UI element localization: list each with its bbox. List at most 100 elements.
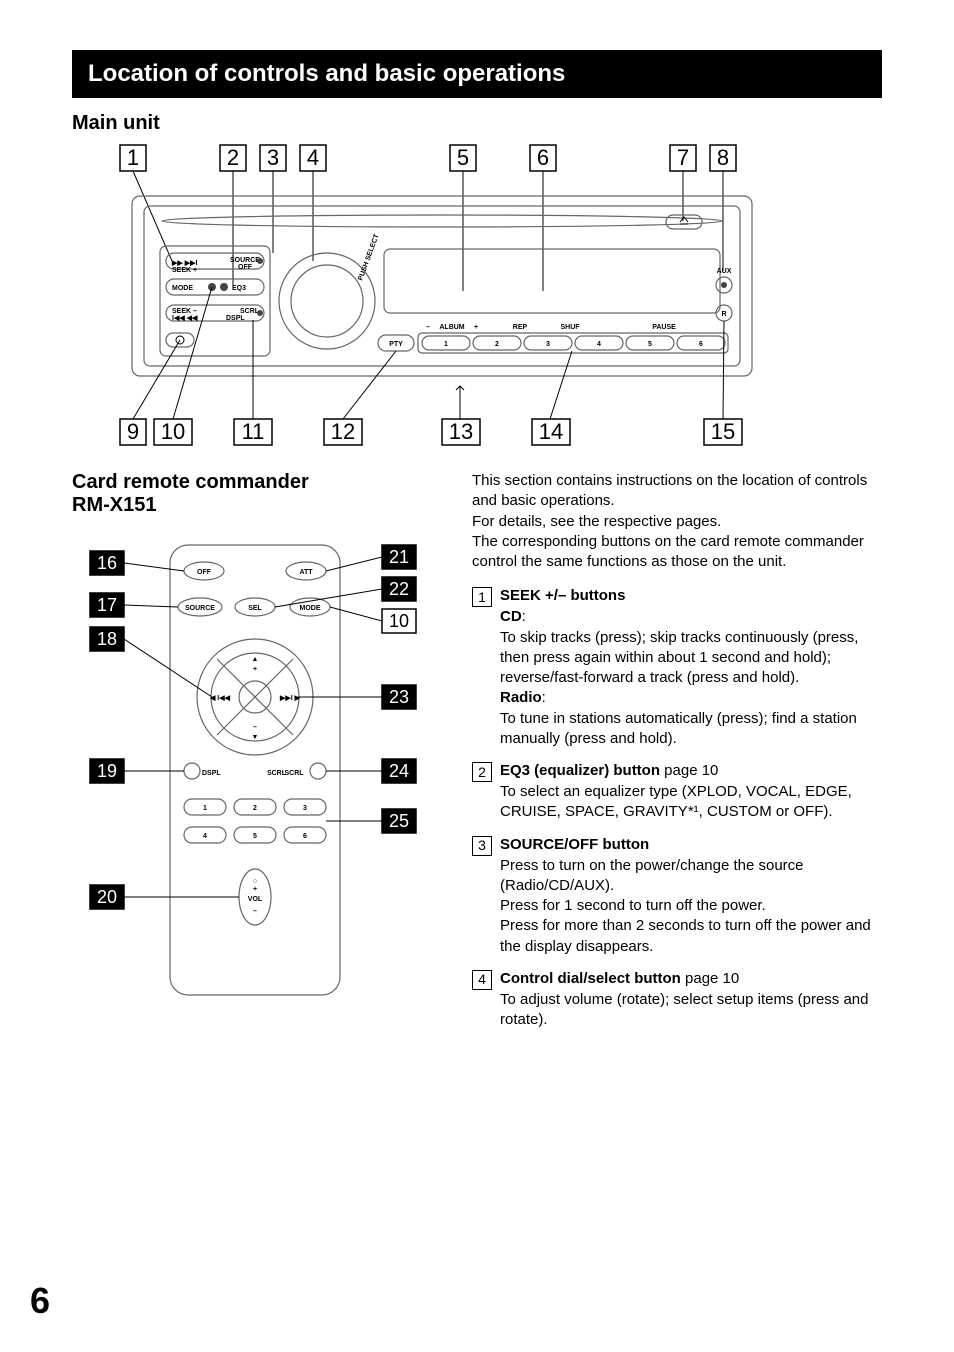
svg-text:SEL: SEL — [248, 605, 262, 612]
svg-text:3: 3 — [546, 341, 550, 348]
svg-text:6: 6 — [699, 341, 703, 348]
svg-text:OFF: OFF — [197, 569, 212, 576]
svg-text:15: 15 — [711, 419, 735, 444]
svg-text:5: 5 — [253, 833, 257, 840]
svg-text:ALBUM: ALBUM — [439, 324, 464, 331]
svg-text:DSPL: DSPL — [226, 315, 245, 322]
item-number-box: 3 — [472, 836, 492, 856]
svg-text:1: 1 — [127, 145, 139, 170]
svg-text:22: 22 — [389, 579, 409, 599]
svg-text:–: – — [426, 324, 430, 331]
svg-text:+: + — [253, 666, 257, 673]
item-title: Control dial/select button — [500, 970, 681, 987]
svg-text:I◀◀ ◀◀: I◀◀ ◀◀ — [172, 315, 198, 322]
svg-text:12: 12 — [331, 419, 355, 444]
svg-text:6: 6 — [537, 145, 549, 170]
item-number-box: 4 — [472, 970, 492, 990]
svg-text:AUX: AUX — [717, 268, 732, 275]
items-list: 1 SEEK +/– buttons CD:To skip tracks (pres… — [472, 586, 882, 1030]
svg-text:ATT: ATT — [299, 569, 313, 576]
svg-text:4: 4 — [307, 145, 319, 170]
svg-text:13: 13 — [449, 419, 473, 444]
svg-text:20: 20 — [97, 887, 117, 907]
svg-text:MODE: MODE — [300, 605, 321, 612]
remote-diagram: OFF ATT SOURCE SEL MODE ▲ + – ▼ ◀ I◀◀ ▶▶… — [72, 527, 432, 1007]
svg-text:24: 24 — [389, 761, 409, 781]
svg-text:SCRL: SCRL — [240, 308, 260, 315]
svg-text:2: 2 — [253, 805, 257, 812]
svg-text:9: 9 — [127, 419, 139, 444]
svg-text:1: 1 — [203, 805, 207, 812]
svg-text:4: 4 — [597, 341, 601, 348]
svg-text:16: 16 — [97, 553, 117, 573]
svg-text:4: 4 — [203, 833, 207, 840]
section-header: Location of controls and basic operation… — [72, 50, 882, 98]
svg-text:SOURCE: SOURCE — [230, 257, 260, 264]
item-title: SEEK +/– buttons — [500, 587, 625, 604]
svg-text:11: 11 — [242, 419, 265, 444]
svg-text:3: 3 — [267, 145, 279, 170]
svg-text:REP: REP — [513, 324, 528, 331]
svg-text:▶▶ ▶▶I: ▶▶ ▶▶I — [171, 260, 197, 267]
svg-text:23: 23 — [389, 687, 409, 707]
svg-text:2: 2 — [227, 145, 239, 170]
item-title: SOURCE/OFF button — [500, 836, 649, 853]
svg-text:7: 7 — [677, 145, 689, 170]
item-number-box: 2 — [472, 762, 492, 782]
svg-text:SHUF: SHUF — [560, 324, 580, 331]
svg-text:OFF: OFF — [238, 264, 253, 271]
svg-text:5: 5 — [648, 341, 652, 348]
svg-text:17: 17 — [97, 595, 117, 615]
svg-text:–: – — [253, 724, 257, 731]
item-body: CD:To skip tracks (press); skip tracks c… — [500, 607, 882, 749]
svg-text:21: 21 — [389, 547, 409, 567]
svg-text:14: 14 — [539, 419, 563, 444]
svg-text:+: + — [474, 324, 478, 331]
svg-text:+: + — [253, 886, 257, 893]
svg-text:SEEK –: SEEK – — [172, 308, 197, 315]
svg-text:6: 6 — [303, 833, 307, 840]
svg-text:3: 3 — [303, 805, 307, 812]
svg-text:SOURCE: SOURCE — [185, 605, 215, 612]
item-page-ref: page 10 — [660, 762, 718, 779]
svg-text:▲: ▲ — [252, 656, 259, 663]
item-body: To select an equalizer type (XPLOD, VOCA… — [500, 782, 882, 823]
svg-text:PTY: PTY — [389, 341, 403, 348]
item-body: To adjust volume (rotate); select setup … — [500, 990, 882, 1031]
svg-text:SEEK +: SEEK + — [172, 267, 197, 274]
svg-text:VOL: VOL — [248, 896, 263, 903]
svg-text:–: – — [253, 908, 257, 915]
svg-text:◀ I◀◀: ◀ I◀◀ — [209, 695, 231, 702]
svg-text:▼: ▼ — [252, 734, 259, 741]
item-body: Press to turn on the power/change the so… — [500, 856, 882, 957]
svg-text:1: 1 — [444, 341, 448, 348]
svg-text:SCRL: SCRL — [284, 770, 304, 777]
page-number: 6 — [30, 1280, 50, 1322]
svg-text:MODE: MODE — [172, 285, 193, 292]
item-number-box: 1 — [472, 587, 492, 607]
svg-text:DSPL: DSPL — [202, 770, 221, 777]
control-item: 4 Control dial/select button page 10 To ad… — [472, 969, 882, 1031]
main-unit-title: Main unit — [72, 112, 882, 135]
svg-text:10: 10 — [389, 611, 409, 631]
svg-text:R: R — [721, 311, 726, 318]
control-item: 3 SOURCE/OFF button Press to turn on the p… — [472, 835, 882, 957]
svg-text:8: 8 — [717, 145, 729, 170]
svg-text:5: 5 — [457, 145, 469, 170]
remote-title: Card remote commander RM-X151 — [72, 471, 432, 517]
svg-text:PUSH SELECT: PUSH SELECT — [357, 233, 381, 282]
item-title: EQ3 (equalizer) button — [500, 762, 660, 779]
svg-text:19: 19 — [97, 761, 117, 781]
svg-text:EQ3: EQ3 — [232, 285, 246, 292]
intro-text: This section contains instructions on th… — [472, 471, 882, 572]
svg-text:10: 10 — [161, 419, 185, 444]
main-unit-diagram: 1 2 3 4 5 6 7 8 ▶▶ ▶▶I SEEK + SOURCE OFF… — [72, 141, 812, 451]
control-item: 1 SEEK +/– buttons CD:To skip tracks (pres… — [472, 586, 882, 749]
svg-text:18: 18 — [97, 629, 117, 649]
svg-text:○: ○ — [253, 878, 257, 885]
control-item: 2 EQ3 (equalizer) button page 10 To select… — [472, 761, 882, 823]
svg-text:▶▶I ▶: ▶▶I ▶ — [279, 695, 301, 702]
svg-text:25: 25 — [389, 811, 409, 831]
item-page-ref: page 10 — [681, 970, 739, 987]
svg-text:2: 2 — [495, 341, 499, 348]
